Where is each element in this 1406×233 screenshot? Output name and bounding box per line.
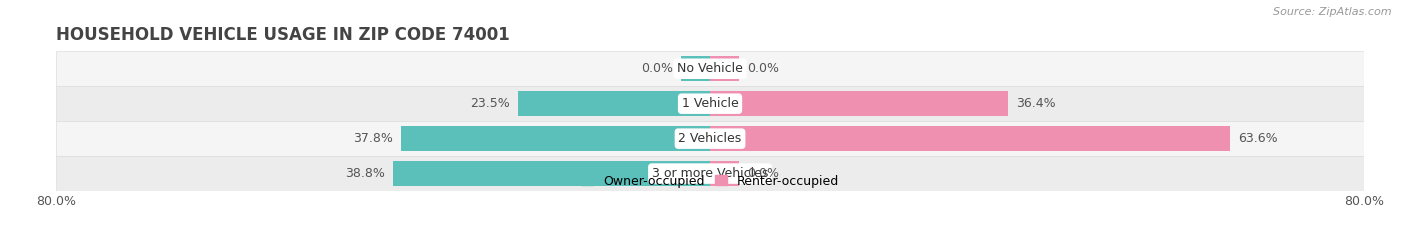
Text: 1 Vehicle: 1 Vehicle <box>682 97 738 110</box>
Text: 36.4%: 36.4% <box>1015 97 1056 110</box>
Text: 0.0%: 0.0% <box>747 167 779 180</box>
Bar <box>56 86 1364 121</box>
Bar <box>517 91 710 116</box>
Bar <box>401 126 710 151</box>
Bar <box>56 121 1364 156</box>
Legend: Owner-occupied, Renter-occupied: Owner-occupied, Renter-occupied <box>581 175 839 188</box>
Bar <box>710 56 738 81</box>
Text: 0.0%: 0.0% <box>641 62 673 75</box>
Text: 38.8%: 38.8% <box>344 167 385 180</box>
Text: HOUSEHOLD VEHICLE USAGE IN ZIP CODE 74001: HOUSEHOLD VEHICLE USAGE IN ZIP CODE 7400… <box>56 26 510 44</box>
Text: 0.0%: 0.0% <box>747 62 779 75</box>
Bar <box>710 161 738 186</box>
Text: 23.5%: 23.5% <box>470 97 510 110</box>
Bar <box>682 56 710 81</box>
Text: 37.8%: 37.8% <box>353 132 392 145</box>
Text: 2 Vehicles: 2 Vehicles <box>679 132 741 145</box>
Bar <box>710 91 1008 116</box>
Bar <box>56 156 1364 191</box>
Bar <box>710 126 1230 151</box>
Text: 63.6%: 63.6% <box>1237 132 1278 145</box>
Text: No Vehicle: No Vehicle <box>678 62 742 75</box>
Bar <box>56 51 1364 86</box>
Text: Source: ZipAtlas.com: Source: ZipAtlas.com <box>1274 7 1392 17</box>
Text: 3 or more Vehicles: 3 or more Vehicles <box>652 167 768 180</box>
Bar <box>392 161 710 186</box>
